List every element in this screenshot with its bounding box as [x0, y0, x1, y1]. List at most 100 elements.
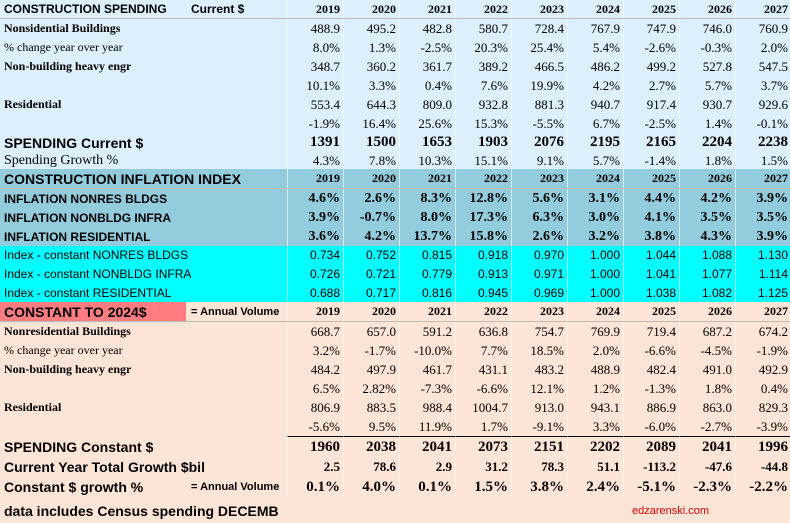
year-header: 2022 [455, 302, 511, 321]
row-label: Index - constant NONBLDG INFRA [4, 266, 192, 281]
cell: 6.7% [567, 114, 623, 133]
cell: 0.945 [455, 283, 511, 302]
cell: -10.0% [399, 341, 455, 360]
cell: 1391 [287, 133, 343, 152]
cell: 4.2% [679, 189, 735, 208]
cell: 491.0 [679, 360, 735, 379]
cell: 1.077 [679, 264, 735, 283]
year-header: 2024 [567, 302, 623, 321]
cell: 2204 [679, 133, 735, 152]
cell: 883.5 [343, 398, 399, 417]
table-row: Residential 553.4 644.3 809.0 932.8 881.3 940.… [0, 95, 790, 114]
table-row: Index - constant RESIDENTIAL 0.688 0.717 0.… [0, 283, 790, 302]
cell: 3.1% [567, 189, 623, 208]
cell: 482.4 [623, 360, 679, 379]
cell: 1500 [343, 133, 399, 152]
row-label: CONSTRUCTION SPENDING [4, 2, 167, 16]
cell: -0.7% [343, 208, 399, 227]
cell: 0.752 [343, 246, 399, 264]
cell: 7.8% [343, 152, 399, 169]
cell: 6.3% [511, 208, 567, 227]
table-row: Current Year Total Growth $bil 2.5 78.6 2.9… [0, 457, 790, 476]
cell: 495.2 [343, 19, 399, 38]
cell: -5.5% [511, 114, 567, 133]
cell: 553.4 [287, 95, 343, 114]
cell: 719.4 [623, 322, 679, 341]
cell: 482.8 [399, 19, 455, 38]
year-header: 2026 [679, 302, 735, 321]
cell: 19.9% [511, 76, 567, 95]
year-header: 2024 [567, 0, 623, 18]
row-label: Residential [4, 400, 62, 414]
year-header: 2027 [735, 0, 790, 18]
cell: 4.2% [343, 227, 399, 246]
cell: 3.3% [567, 417, 623, 436]
cell: 7.6% [455, 76, 511, 95]
cell: -2.7% [679, 417, 735, 436]
row-label: SPENDING Constant $ [4, 438, 154, 455]
cell: 1.082 [679, 283, 735, 302]
cell: 6.5% [287, 379, 343, 398]
cell: 2.6% [343, 189, 399, 208]
cell: 12.8% [455, 189, 511, 208]
cell: 0.4% [399, 76, 455, 95]
cell: 754.7 [511, 322, 567, 341]
cell: 2.5 [287, 457, 343, 476]
cell: 547.5 [735, 57, 790, 76]
footer-text: data includes Census spending DECEMB [4, 502, 279, 519]
cell: 8.0% [287, 38, 343, 57]
cell: 11.9% [399, 417, 455, 436]
table-row: CONSTRUCTION SPENDING Current $2019 2020 20… [0, 0, 790, 19]
cell: 4.3% [287, 152, 343, 169]
cell: 2041 [679, 436, 735, 457]
cell: 1.7% [455, 417, 511, 436]
cell: -0.1% [735, 114, 790, 133]
cell: 2.9 [399, 457, 455, 476]
cell: 1903 [455, 133, 511, 152]
cell: 4.2% [567, 76, 623, 95]
cell: 1.038 [623, 283, 679, 302]
cell: 361.7 [399, 57, 455, 76]
cell: 1.5% [735, 152, 790, 169]
cell: 20.3% [455, 38, 511, 57]
cell: 12.1% [511, 379, 567, 398]
cell: -1.7% [343, 341, 399, 360]
row-label: Spending Growth % [4, 152, 119, 168]
row-label: INFLATION NONBLDG INFRA [4, 210, 172, 225]
table-row: 10.1% 3.3% 0.4% 7.6% 19.9% 4.2% 2.7% 5.7% 3.7% [0, 76, 790, 95]
year-header: 2023 [511, 0, 567, 18]
cell: 4.6% [287, 189, 343, 208]
table-row: Non-building heavy engr 348.7 360.2 361.7 38… [0, 57, 790, 76]
cell: 1.5% [455, 476, 511, 498]
cell: -44.8 [735, 457, 790, 476]
cell: -2.2% [735, 476, 790, 498]
cell: 2151 [511, 436, 567, 457]
cell: 348.7 [287, 57, 343, 76]
year-header: 2025 [623, 0, 679, 18]
cell: 31.2 [455, 457, 511, 476]
year-header: 2022 [455, 169, 511, 188]
cell: 1.130 [735, 246, 790, 264]
cell: 728.4 [511, 19, 567, 38]
cell: 2089 [623, 436, 679, 457]
cell: 488.9 [567, 360, 623, 379]
cell: -6.6% [455, 379, 511, 398]
cell: 988.4 [399, 398, 455, 417]
row-label: CONSTRUCTION INFLATION INDEX [4, 170, 241, 187]
year-header: 2026 [679, 169, 735, 188]
footer-row: data includes Census spending DECEMB edza… [0, 498, 790, 523]
cell: 78.3 [511, 457, 567, 476]
cell: 767.9 [567, 19, 623, 38]
table-row: Spending Growth % 4.3% 7.8% 10.3% 15.1% 9.1% 5… [0, 152, 790, 169]
cell: 3.2% [567, 227, 623, 246]
cell: 1004.7 [455, 398, 511, 417]
cell: 809.0 [399, 95, 455, 114]
cell: 940.7 [567, 95, 623, 114]
cell: 1996 [735, 436, 790, 457]
cell: 3.3% [343, 76, 399, 95]
row-note: Current $ [191, 2, 245, 16]
cell: 1960 [287, 436, 343, 457]
cell: -2.5% [623, 114, 679, 133]
year-header: 2019 [287, 302, 343, 321]
cell: 2038 [343, 436, 399, 457]
